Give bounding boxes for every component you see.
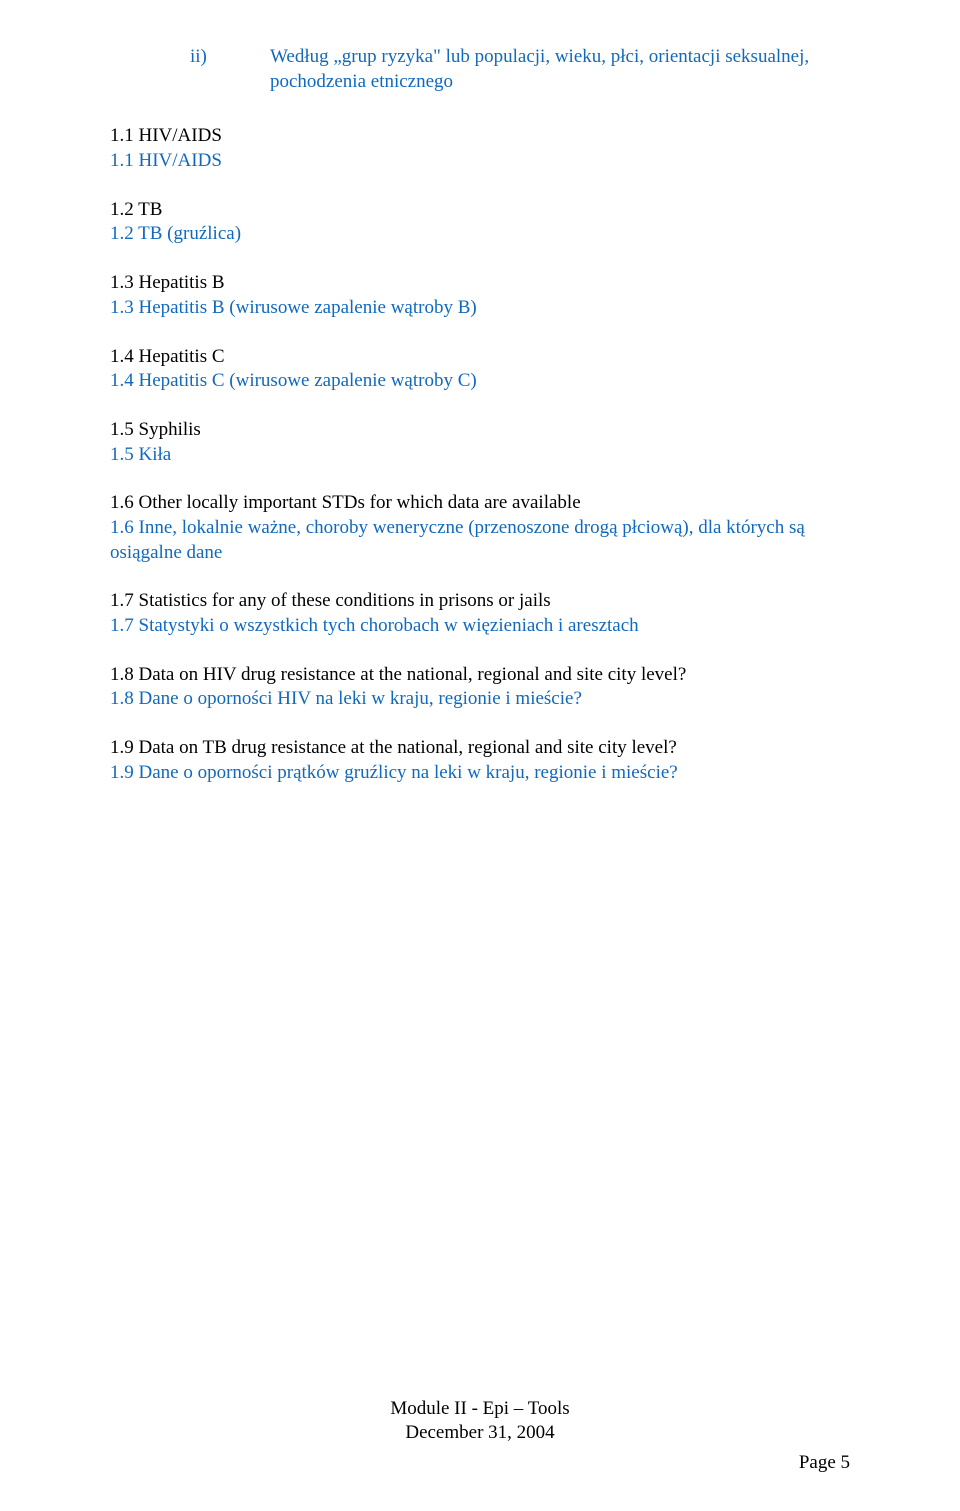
item-pl: 1.5 Kiła xyxy=(110,443,850,468)
section-ii-label: ii) xyxy=(190,45,270,70)
item-pl: 1.3 Hepatitis B (wirusowe zapalenie wątr… xyxy=(110,296,850,321)
item-pl: 1.4 Hepatitis C (wirusowe zapalenie wątr… xyxy=(110,369,850,394)
item-en: 1.3 Hepatitis B xyxy=(110,271,850,296)
item-en: 1.6 Other locally important STDs for whi… xyxy=(110,491,850,516)
section-ii-block: ii)Według „grup ryzyka" lub populacji, w… xyxy=(110,45,850,94)
item-1-9: 1.9 Data on TB drug resistance at the na… xyxy=(110,736,850,785)
item-1-3: 1.3 Hepatitis B 1.3 Hepatitis B (wirusow… xyxy=(110,271,850,320)
item-en: 1.2 TB xyxy=(110,198,850,223)
item-1-6: 1.6 Other locally important STDs for whi… xyxy=(110,491,850,565)
item-1-1: 1.1 HIV/AIDS 1.1 HIV/AIDS xyxy=(110,124,850,173)
item-pl: 1.9 Dane o oporności prątków gruźlicy na… xyxy=(110,761,850,786)
page-number: Page 5 xyxy=(799,1451,850,1476)
item-en: 1.1 HIV/AIDS xyxy=(110,124,850,149)
item-pl: 1.1 HIV/AIDS xyxy=(110,149,850,174)
item-en: 1.7 Statistics for any of these conditio… xyxy=(110,589,850,614)
item-pl: 1.6 Inne, lokalnie ważne, choroby wenery… xyxy=(110,516,850,565)
item-1-7: 1.7 Statistics for any of these conditio… xyxy=(110,589,850,638)
item-1-4: 1.4 Hepatitis C 1.4 Hepatitis C (wirusow… xyxy=(110,345,850,394)
item-en: 1.8 Data on HIV drug resistance at the n… xyxy=(110,663,850,688)
item-pl: 1.8 Dane o oporności HIV na leki w kraju… xyxy=(110,687,850,712)
item-en: 1.4 Hepatitis C xyxy=(110,345,850,370)
item-1-8: 1.8 Data on HIV drug resistance at the n… xyxy=(110,663,850,712)
section-ii-text: Według „grup ryzyka" lub populacji, wiek… xyxy=(270,45,845,94)
footer-line1: Module II - Epi – Tools xyxy=(0,1397,960,1422)
item-1-2: 1.2 TB 1.2 TB (gruźlica) xyxy=(110,198,850,247)
item-en: 1.9 Data on TB drug resistance at the na… xyxy=(110,736,850,761)
item-pl: 1.2 TB (gruźlica) xyxy=(110,222,850,247)
footer: Module II - Epi – Tools December 31, 200… xyxy=(0,1397,960,1446)
item-en: 1.5 Syphilis xyxy=(110,418,850,443)
item-1-5: 1.5 Syphilis 1.5 Kiła xyxy=(110,418,850,467)
item-pl: 1.7 Statystyki o wszystkich tych choroba… xyxy=(110,614,850,639)
footer-line2: December 31, 2004 xyxy=(0,1421,960,1446)
